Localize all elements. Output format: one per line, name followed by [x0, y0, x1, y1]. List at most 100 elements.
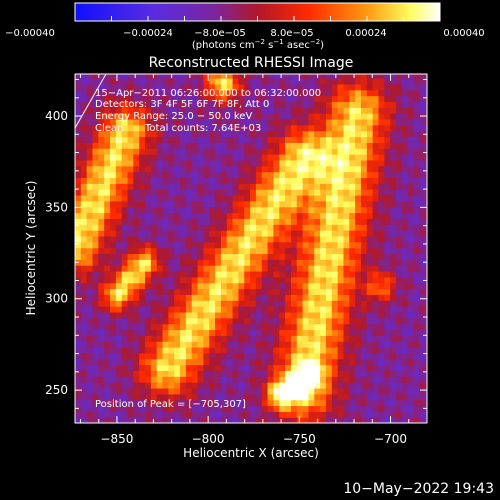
heatmap-cell	[419, 300, 426, 307]
heatmap-cell	[366, 335, 374, 342]
heatmap-cell	[238, 118, 245, 126]
heatmap-cell	[360, 74, 368, 79]
heatmap-cell	[372, 183, 380, 190]
heatmap-cell	[215, 89, 222, 97]
heatmap-cell	[244, 393, 251, 401]
heatmap-cell	[168, 241, 175, 249]
heatmap-cell	[185, 241, 193, 249]
heatmap-cell	[407, 142, 415, 149]
heatmap-cell	[296, 235, 304, 243]
heatmap-cell	[401, 382, 409, 389]
heatmap-cell	[401, 341, 409, 348]
heatmap-cell	[203, 352, 210, 360]
heatmap-cell	[325, 136, 333, 143]
heatmap-cell	[401, 311, 409, 319]
heatmap-cell	[191, 130, 199, 138]
heatmap-cell	[127, 387, 134, 395]
heatmap-cell	[238, 399, 245, 407]
heatmap-cell	[145, 294, 152, 301]
heatmap-cell	[220, 78, 228, 85]
heatmap-cell	[174, 405, 181, 412]
heatmap-cell	[255, 142, 263, 149]
heatmap-cell	[285, 177, 292, 184]
heatmap-cell	[133, 411, 140, 418]
heatmap-cell	[203, 95, 210, 103]
heatmap-cell	[285, 118, 292, 126]
heatmap-cell	[390, 294, 397, 301]
heatmap-cell	[232, 142, 240, 149]
heatmap-cell	[86, 212, 94, 219]
heatmap-cell	[255, 323, 263, 331]
heatmap-cell	[121, 393, 129, 401]
heatmap-cell	[121, 212, 129, 219]
heatmap-cell	[220, 189, 228, 196]
heatmap-cell	[337, 200, 345, 208]
heatmap-cell	[86, 382, 94, 389]
heatmap-cell	[285, 206, 292, 214]
heatmap-cell	[267, 118, 275, 126]
heatmap-cell	[308, 159, 315, 167]
heatmap-cell	[86, 247, 94, 255]
heatmap-cell	[331, 282, 339, 290]
heatmap-cell	[104, 136, 111, 143]
heatmap-cell	[191, 241, 199, 249]
heatmap-cell	[133, 259, 140, 266]
heatmap-cell	[250, 200, 257, 208]
heatmap-cell	[413, 177, 420, 184]
heatmap-cell	[407, 165, 415, 173]
heatmap-cell	[279, 171, 286, 179]
heatmap-cell	[203, 78, 210, 85]
heatmap-cell	[226, 171, 234, 179]
heatmap-cell	[139, 417, 146, 423]
heatmap-cell	[121, 206, 129, 214]
heatmap-cell	[133, 206, 140, 214]
heatmap-cell	[244, 405, 251, 412]
heatmap-cell	[139, 387, 146, 395]
heatmap-cell	[261, 124, 269, 132]
heatmap-cell	[80, 387, 88, 395]
heatmap-cell	[98, 235, 105, 243]
heatmap-cell	[115, 370, 123, 377]
datestamp: 10−May−2022 19:43	[343, 481, 494, 497]
heatmap-cell	[290, 142, 298, 149]
heatmap-cell	[325, 101, 333, 108]
heatmap-cell	[337, 376, 345, 383]
heatmap-cell	[401, 101, 409, 108]
heatmap-cell	[314, 142, 321, 149]
heatmap-cell	[378, 382, 385, 389]
heatmap-cell	[150, 159, 158, 167]
heatmap-cell	[203, 107, 210, 114]
heatmap-cell	[162, 78, 169, 85]
heatmap-cell	[325, 317, 333, 325]
heatmap-cell	[110, 83, 117, 91]
heatmap-cell	[185, 200, 193, 208]
heatmap-cell	[279, 241, 286, 249]
heatmap-cell	[279, 89, 286, 97]
heatmap-cell	[285, 230, 292, 237]
heatmap-cell	[267, 399, 275, 407]
heatmap-cell	[244, 74, 251, 79]
heatmap-cell	[343, 159, 350, 167]
heatmap-cell	[209, 387, 216, 395]
heatmap-cell	[92, 95, 99, 103]
heatmap-cell	[185, 183, 193, 190]
heatmap-cell	[150, 142, 158, 149]
heatmap-cell	[407, 417, 415, 423]
heatmap-cell	[308, 382, 315, 389]
heatmap-cell	[150, 189, 158, 196]
heatmap-cell	[372, 387, 380, 395]
heatmap-cell	[244, 200, 251, 208]
heatmap-cell	[407, 113, 415, 120]
heatmap-cell	[331, 294, 339, 301]
heatmap-cell	[203, 224, 210, 231]
heatmap-cell	[413, 323, 420, 331]
heatmap-cell	[191, 101, 199, 108]
heatmap-cell	[92, 83, 99, 91]
heatmap-cell	[325, 253, 333, 260]
heatmap-cell	[115, 177, 123, 184]
heatmap-cell	[86, 200, 94, 208]
heatmap-cell	[80, 101, 88, 108]
heatmap-cell	[378, 376, 385, 383]
heatmap-cell	[191, 346, 199, 354]
heatmap-cell	[115, 124, 123, 132]
